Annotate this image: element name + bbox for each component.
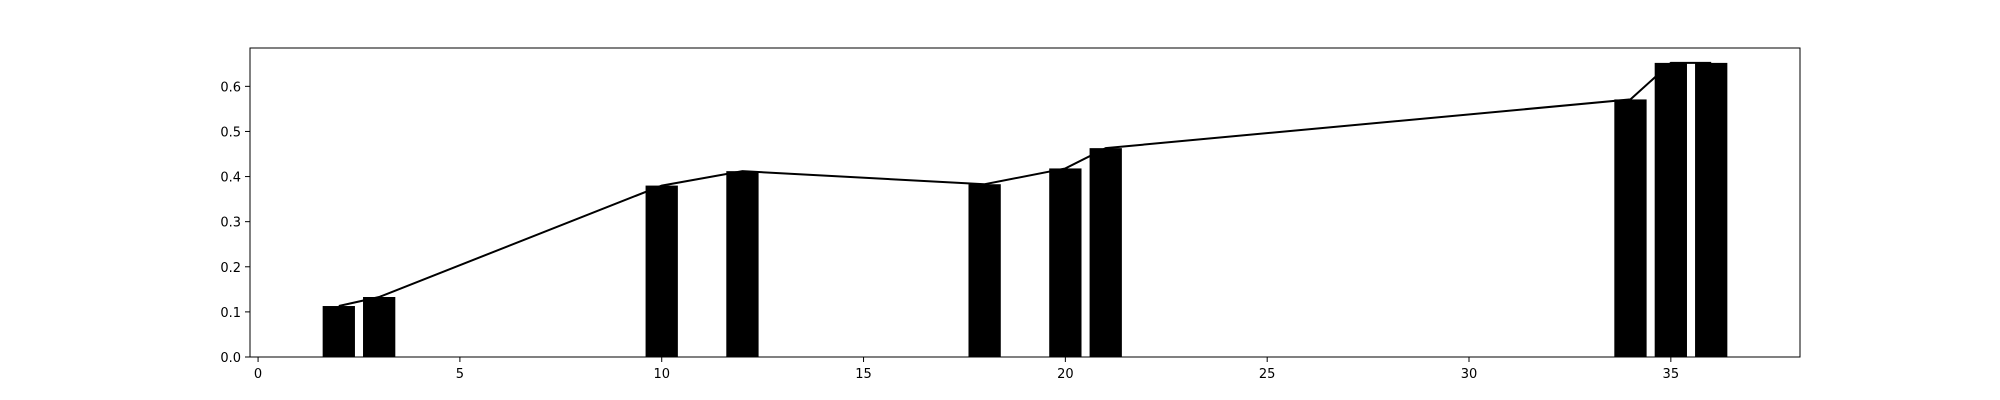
bar — [645, 185, 678, 357]
x-tick-label: 25 — [1259, 367, 1276, 382]
y-tick-label: 0.1 — [220, 306, 241, 321]
y-tick-label: 0.0 — [220, 351, 241, 366]
y-tick-label: 0.4 — [220, 171, 241, 186]
bar — [1049, 168, 1082, 357]
x-tick-label: 35 — [1663, 367, 1680, 382]
bar — [363, 297, 396, 357]
x-tick-label: 10 — [653, 367, 670, 382]
x-tick-label: 15 — [855, 367, 872, 382]
x-axis: 0 5 10 15 20 25 30 35 — [254, 357, 1679, 382]
line-path — [338, 61, 1712, 308]
bar — [322, 306, 355, 357]
x-tick-label: 30 — [1461, 367, 1478, 382]
plot-frame — [249, 47, 1801, 358]
bar — [1654, 62, 1687, 357]
x-tick-label: 5 — [456, 367, 464, 382]
bar — [1089, 148, 1122, 357]
x-tick-label: 0 — [254, 367, 262, 382]
y-axis: 0.0 0.1 0.2 0.3 0.4 0.5 0.6 — [220, 80, 250, 366]
line-series — [338, 61, 1712, 308]
y-tick-label: 0.6 — [220, 80, 241, 95]
bar — [726, 171, 759, 357]
bar — [968, 184, 1001, 357]
y-tick-label: 0.5 — [220, 125, 241, 140]
y-tick-label: 0.2 — [220, 261, 241, 276]
bar — [1614, 99, 1647, 358]
x-tick-label: 20 — [1057, 367, 1074, 382]
y-tick-label: 0.3 — [220, 216, 241, 231]
bar — [1695, 62, 1728, 357]
bar-series — [322, 62, 1728, 358]
